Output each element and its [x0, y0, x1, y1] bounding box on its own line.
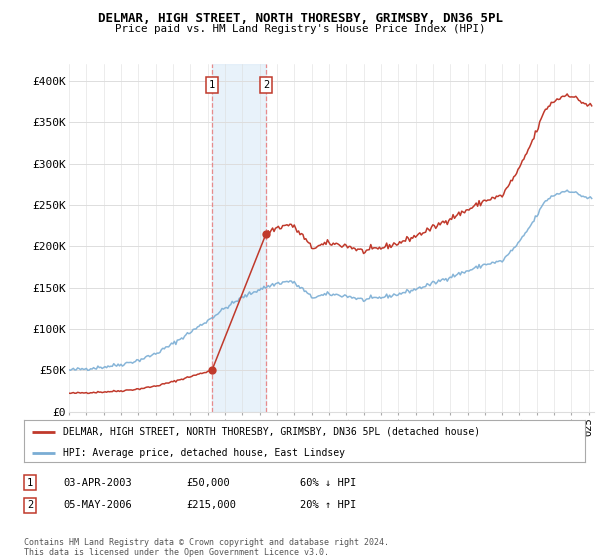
Text: £215,000: £215,000	[186, 500, 236, 510]
Text: 05-MAY-2006: 05-MAY-2006	[63, 500, 132, 510]
Text: Contains HM Land Registry data © Crown copyright and database right 2024.
This d: Contains HM Land Registry data © Crown c…	[24, 538, 389, 557]
Text: Price paid vs. HM Land Registry's House Price Index (HPI): Price paid vs. HM Land Registry's House …	[115, 24, 485, 34]
Text: 2: 2	[27, 500, 33, 510]
Text: 1: 1	[27, 478, 33, 488]
Text: DELMAR, HIGH STREET, NORTH THORESBY, GRIMSBY, DN36 5PL (detached house): DELMAR, HIGH STREET, NORTH THORESBY, GRI…	[63, 427, 481, 437]
Text: 03-APR-2003: 03-APR-2003	[63, 478, 132, 488]
Text: 60% ↓ HPI: 60% ↓ HPI	[300, 478, 356, 488]
Bar	[212, 64, 266, 412]
Text: 1: 1	[209, 80, 215, 90]
Text: £50,000: £50,000	[186, 478, 230, 488]
Text: HPI: Average price, detached house, East Lindsey: HPI: Average price, detached house, East…	[63, 448, 345, 458]
Text: DELMAR, HIGH STREET, NORTH THORESBY, GRIMSBY, DN36 5PL: DELMAR, HIGH STREET, NORTH THORESBY, GRI…	[97, 12, 503, 25]
Text: 20% ↑ HPI: 20% ↑ HPI	[300, 500, 356, 510]
Text: 2: 2	[263, 80, 269, 90]
